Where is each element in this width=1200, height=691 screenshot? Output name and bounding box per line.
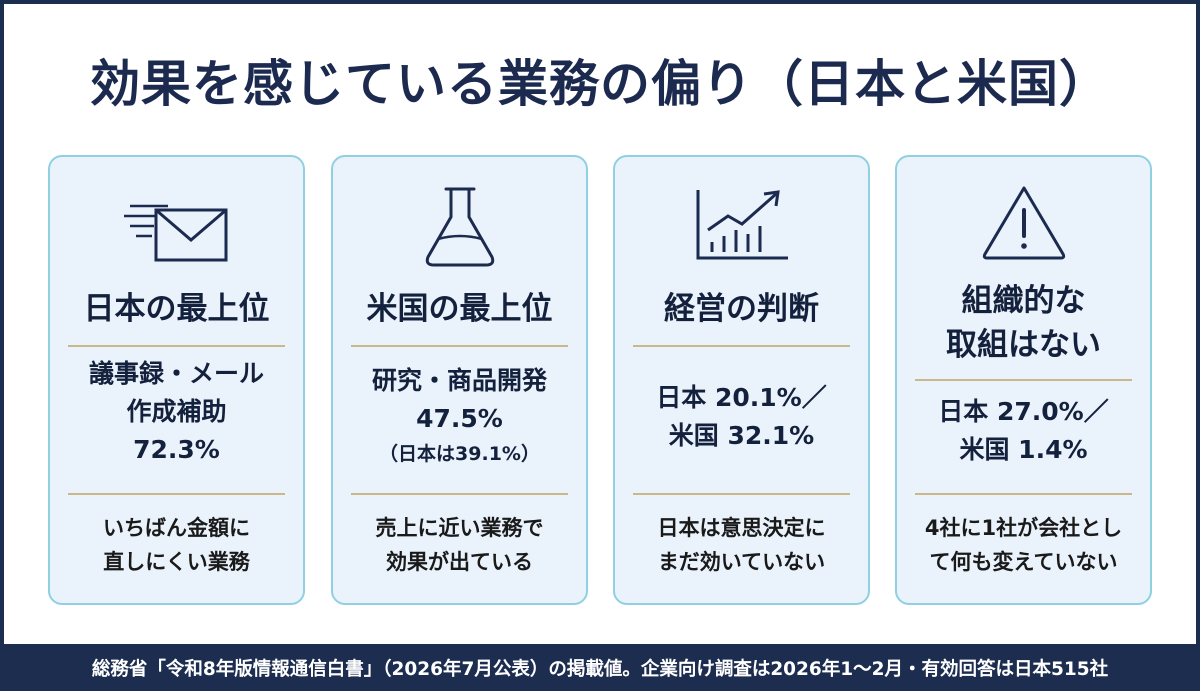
divider bbox=[68, 345, 285, 347]
note-line: 効果が出ている bbox=[386, 550, 533, 574]
card-heading: 日本の最上位 bbox=[83, 291, 270, 327]
divider bbox=[351, 493, 568, 495]
card-heading: 米国の最上位 bbox=[366, 291, 553, 327]
value-line: 日本 20.1%／ bbox=[656, 383, 827, 412]
divider bbox=[351, 345, 568, 347]
card-value: 議事録・メール 作成補助 72.3% bbox=[50, 355, 303, 469]
divider bbox=[915, 493, 1132, 495]
card-management: 経営の判断 日本 20.1%／ 米国 32.1% 日本は意思決定に まだ効いてい… bbox=[613, 155, 870, 605]
value-line: 72.3% bbox=[133, 435, 220, 464]
card-value: 日本 27.0%／ 米国 1.4% bbox=[897, 393, 1150, 469]
card-no-org-effort: 組織的な 取組はない 日本 27.0%／ 米国 1.4% 4社に1社が会社とし … bbox=[895, 155, 1152, 605]
note-line: 売上に近い業務で bbox=[375, 516, 544, 540]
card-note: 売上に近い業務で 効果が出ている bbox=[333, 511, 586, 579]
card-japan-top: 日本の最上位 議事録・メール 作成補助 72.3% いちばん金額に 直しにくい業… bbox=[48, 155, 305, 605]
card-row: 日本の最上位 議事録・メール 作成補助 72.3% いちばん金額に 直しにくい業… bbox=[48, 155, 1152, 605]
note-line: て何も変えていない bbox=[929, 550, 1118, 574]
value-line: 47.5% bbox=[416, 404, 503, 433]
note-line: 4社に1社が会社とし bbox=[924, 516, 1123, 540]
divider bbox=[633, 345, 850, 347]
envelope-icon bbox=[50, 181, 303, 271]
note-line: 日本は意思決定に bbox=[657, 516, 826, 540]
divider bbox=[68, 493, 285, 495]
card-note: 日本は意思決定に まだ効いていない bbox=[615, 511, 868, 579]
note-line: いちばん金額に bbox=[103, 516, 250, 540]
note-line: まだ効いていない bbox=[657, 550, 826, 574]
heading-line: 組織的な bbox=[961, 283, 1086, 319]
value-line: 米国 32.1% bbox=[668, 421, 815, 450]
page-title: 効果を感じている業務の偏り（日本と米国） bbox=[90, 55, 1110, 113]
flask-icon bbox=[333, 181, 586, 271]
value-line: 研究・商品開発 bbox=[371, 366, 547, 395]
value-sub: （日本は39.1%） bbox=[379, 443, 540, 465]
card-value: 日本 20.1%／ 米国 32.1% bbox=[615, 379, 868, 455]
value-line: 作成補助 bbox=[126, 397, 227, 426]
card-note: 4社に1社が会社とし て何も変えていない bbox=[897, 511, 1150, 579]
card-heading: 経営の判断 bbox=[664, 291, 819, 327]
card-us-top: 米国の最上位 研究・商品開発 47.5% （日本は39.1%） 売上に近い業務で… bbox=[331, 155, 588, 605]
value-line: 米国 1.4% bbox=[959, 435, 1088, 464]
warning-icon bbox=[897, 177, 1150, 267]
value-line: 議事録・メール bbox=[88, 359, 264, 388]
divider bbox=[633, 493, 850, 495]
card-heading: 組織的な 取組はない bbox=[897, 279, 1150, 367]
card-note: いちばん金額に 直しにくい業務 bbox=[50, 511, 303, 579]
card-value: 研究・商品開発 47.5% （日本は39.1%） bbox=[333, 362, 586, 470]
value-line: 日本 27.0%／ bbox=[938, 397, 1109, 426]
note-line: 直しにくい業務 bbox=[103, 550, 250, 574]
source-footer: 総務省「令和8年版情報通信白書」（2026年7月公表）の掲載値。企業向け調査は2… bbox=[0, 644, 1200, 691]
heading-line: 取組はない bbox=[946, 327, 1101, 363]
growth-chart-icon bbox=[615, 181, 868, 271]
divider bbox=[915, 379, 1132, 381]
